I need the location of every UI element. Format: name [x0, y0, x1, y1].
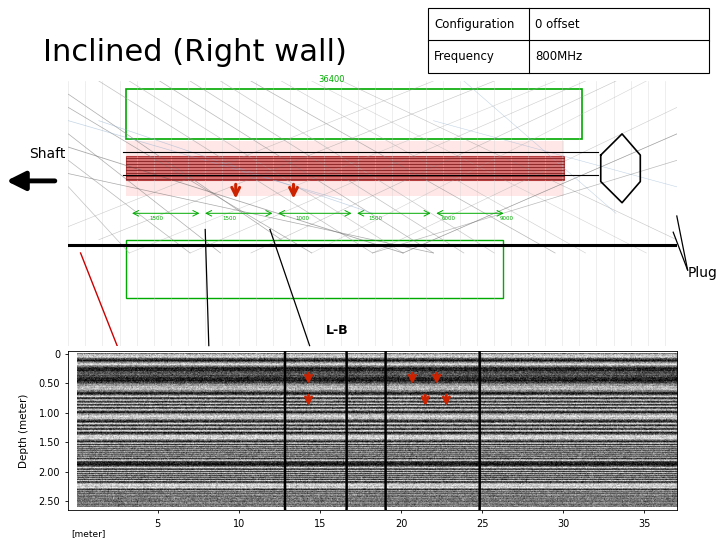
Text: 1500: 1500 [369, 216, 382, 221]
Text: 800MHz: 800MHz [535, 50, 582, 63]
Text: 9000: 9000 [500, 216, 513, 221]
Text: 1000: 1000 [296, 216, 310, 221]
Bar [126, 89, 582, 139]
Text: Shaft: Shaft [29, 147, 66, 161]
Text: Plug: Plug [688, 266, 717, 280]
Text: Configuration: Configuration [434, 18, 515, 31]
Bar [126, 157, 564, 180]
Text: 1500: 1500 [150, 216, 163, 221]
Bar [126, 140, 564, 196]
Text: 0 offset: 0 offset [535, 18, 580, 31]
Text: 6000: 6000 [441, 216, 456, 221]
Bar [126, 240, 503, 298]
Text: L-B: L-B [325, 324, 348, 337]
Text: Frequency: Frequency [434, 50, 495, 63]
Text: 1500: 1500 [222, 216, 237, 221]
Text: Inclined (Right wall): Inclined (Right wall) [43, 38, 347, 67]
Text: 36400: 36400 [318, 75, 345, 84]
Y-axis label: Depth (meter): Depth (meter) [19, 394, 29, 468]
Text: [meter]: [meter] [72, 529, 106, 538]
